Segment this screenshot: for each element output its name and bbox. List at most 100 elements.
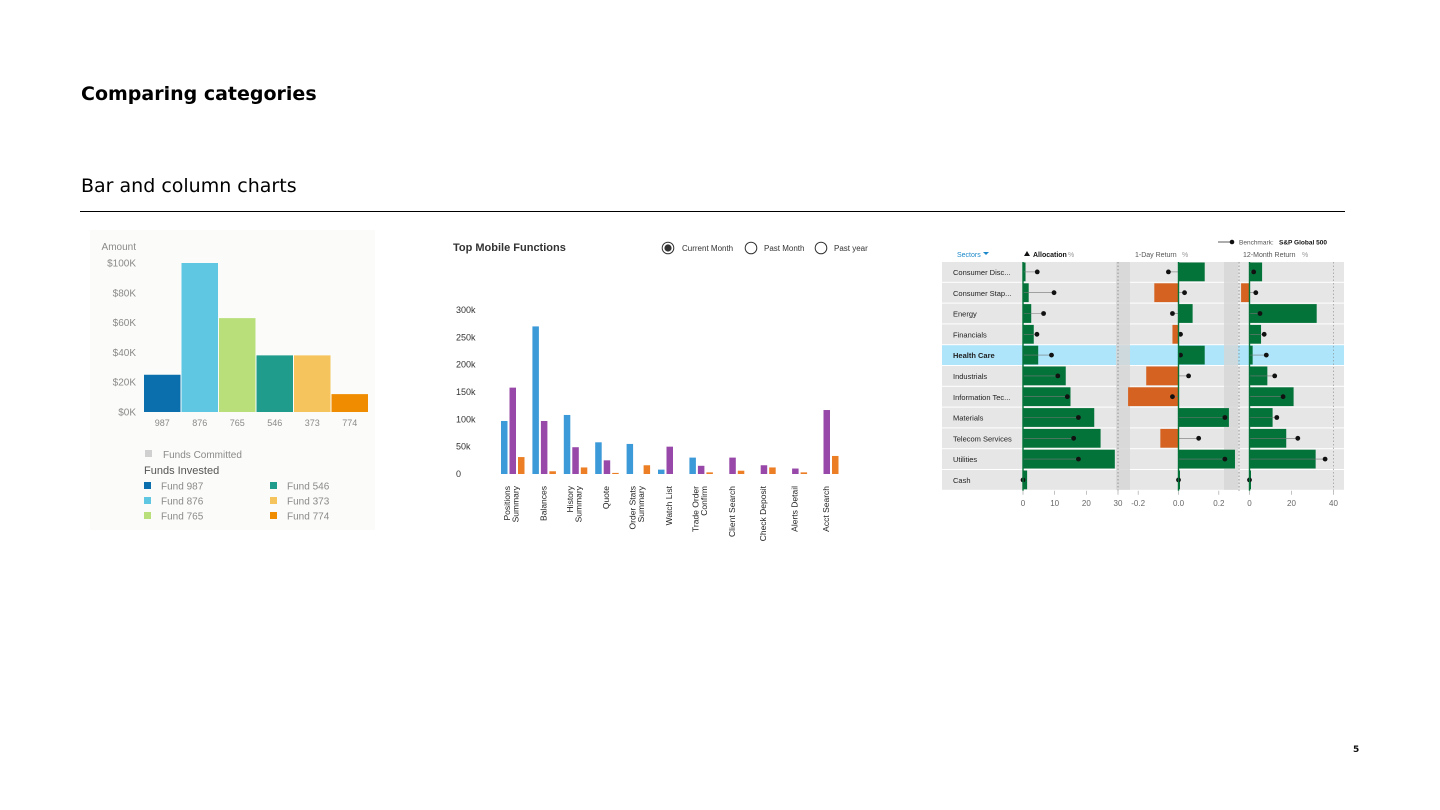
benchmark-dot [1034, 331, 1040, 337]
panel-gap-band [1116, 262, 1130, 490]
slide-subtitle: Bar and column charts [81, 175, 297, 197]
bar-alerts-detail-s2 [792, 468, 799, 474]
data-bar [1160, 428, 1179, 448]
x-tick-label: Balances [538, 486, 548, 521]
axis-tick-label: 40 [1329, 499, 1338, 508]
benchmark-dot [1251, 269, 1257, 275]
benchmark-dot [1182, 290, 1187, 296]
bar-positions-summary-s2 [509, 387, 516, 474]
x-tick-label-line: Confirm [699, 486, 709, 516]
data-bar [1178, 345, 1205, 365]
x-tick-label: Acct Search [821, 486, 831, 532]
row-background [942, 366, 1344, 386]
y-tick-label: $60K [113, 318, 137, 329]
legend-swatch [270, 482, 277, 489]
data-bar [1178, 262, 1205, 282]
bar-trade-order-confirm-s2 [697, 465, 705, 474]
funds-chart-svg: Amount $0K $20K $40K $60K $80K $100K 987 876 765 5… [90, 230, 375, 530]
x-tick-label: Quote [601, 486, 611, 509]
radio-current-month[interactable]: Current Month [661, 241, 733, 255]
bar-quote-s1 [595, 442, 602, 474]
title-divider [80, 211, 1345, 212]
benchmark-dot [1263, 352, 1269, 358]
x-tick-label-line: Summary [511, 485, 521, 522]
benchmark-dot [1178, 352, 1183, 358]
radio-past-month[interactable]: Past Month [744, 241, 804, 255]
data-bar [1172, 324, 1179, 344]
sector-label: Energy [953, 310, 977, 319]
legend-swatch [144, 497, 151, 504]
bar-balances-s2 [540, 420, 548, 474]
x-tick-label: Trade OrderConfirm [690, 486, 709, 532]
bar-acct-search-s2 [823, 410, 830, 474]
axis-tick-label: 0 [1021, 499, 1026, 508]
x-tick-label: 774 [342, 418, 357, 428]
axis-tick-label: 10 [1050, 499, 1059, 508]
bar-fund-876 [181, 263, 218, 412]
radio-dot[interactable] [664, 244, 672, 252]
panel-unit: % [1302, 252, 1308, 259]
radio-circle[interactable] [744, 241, 758, 255]
radio-label[interactable]: Past Month [764, 244, 804, 253]
benchmark-dot [1071, 435, 1077, 441]
benchmark-dot [1222, 415, 1228, 420]
bar-fund-987 [144, 374, 181, 412]
x-tick-label: Alerts Detail [790, 486, 800, 532]
bar-order-stats-summary-s3 [643, 465, 651, 474]
x-tick-label: PositionsSummary [502, 485, 521, 522]
benchmark-dot [1049, 352, 1054, 358]
y-tick-label: $100K [107, 259, 136, 270]
radio-label[interactable]: Current Month [682, 244, 733, 253]
bar-history-summary-s2 [572, 447, 579, 474]
benchmark-dot [1051, 290, 1057, 296]
sector-label: Financials [953, 330, 987, 339]
y-tick-label: 0 [456, 469, 461, 479]
legend-swatch [144, 482, 151, 489]
benchmark-dot [1064, 394, 1070, 400]
bar-balances-s1 [532, 326, 539, 474]
panel-title-1-day-return: 1-Day Return [1135, 252, 1177, 259]
y-tick-label: 300k [456, 305, 476, 315]
bar-balances-s3 [549, 471, 556, 474]
y-tick-label: 250k [456, 332, 476, 342]
x-tick-label-line: Order Stats [628, 486, 638, 529]
radio-past-year[interactable]: Past year [814, 241, 868, 255]
chevron-down-icon[interactable] [983, 252, 989, 255]
mobile-functions-chart: Top Mobile Functions Current Month Past Mo… [440, 230, 880, 550]
bar-client-search-s3 [737, 470, 745, 474]
data-bar [1128, 387, 1179, 407]
data-bar [1241, 283, 1250, 303]
triangle-up-icon [1024, 251, 1030, 256]
data-bar [1154, 283, 1179, 303]
bar-positions-summary-s1 [501, 420, 508, 474]
bar-alerts-detail-s3 [800, 472, 808, 474]
bar-fund-765 [219, 318, 256, 412]
benchmark-dot [1261, 331, 1267, 337]
data-bar [1249, 304, 1317, 323]
bar-quote-s2 [603, 460, 611, 474]
x-tick-label-line: Trade Order [690, 486, 700, 532]
x-tick-label-line: Balances [538, 486, 548, 521]
panel-unit: % [1182, 252, 1188, 259]
x-tick-label: HistorySummary [565, 485, 584, 522]
bar-trade-order-confirm-s1 [689, 457, 696, 474]
page-number: 5 [1353, 745, 1360, 755]
sectors-dropdown[interactable]: Sectors [957, 252, 981, 259]
bar-history-summary-s3 [580, 467, 588, 474]
legend-label: Fund 876 [161, 497, 204, 508]
x-tick-label-line: Client Search [727, 486, 737, 537]
legend-swatch-funds-committed [145, 450, 152, 457]
benchmark-legend-dot [1229, 239, 1235, 245]
bar-acct-search-s3 [832, 455, 839, 474]
benchmark-dot [1295, 435, 1301, 441]
benchmark-dot [1186, 373, 1191, 379]
sector-comparison-chart: Sectors Allocation% 1-Day Return% 12-Month … [940, 230, 1350, 520]
data-bar [1146, 366, 1179, 386]
benchmark-dot [1272, 373, 1278, 379]
sector-label: Telecom Services [953, 434, 1012, 443]
radio-label[interactable]: Past year [834, 244, 868, 253]
radio-circle[interactable] [814, 241, 828, 255]
benchmark-dot [1055, 373, 1061, 379]
sector-label: Utilities [953, 455, 977, 464]
bar-quote-s3 [612, 472, 619, 474]
